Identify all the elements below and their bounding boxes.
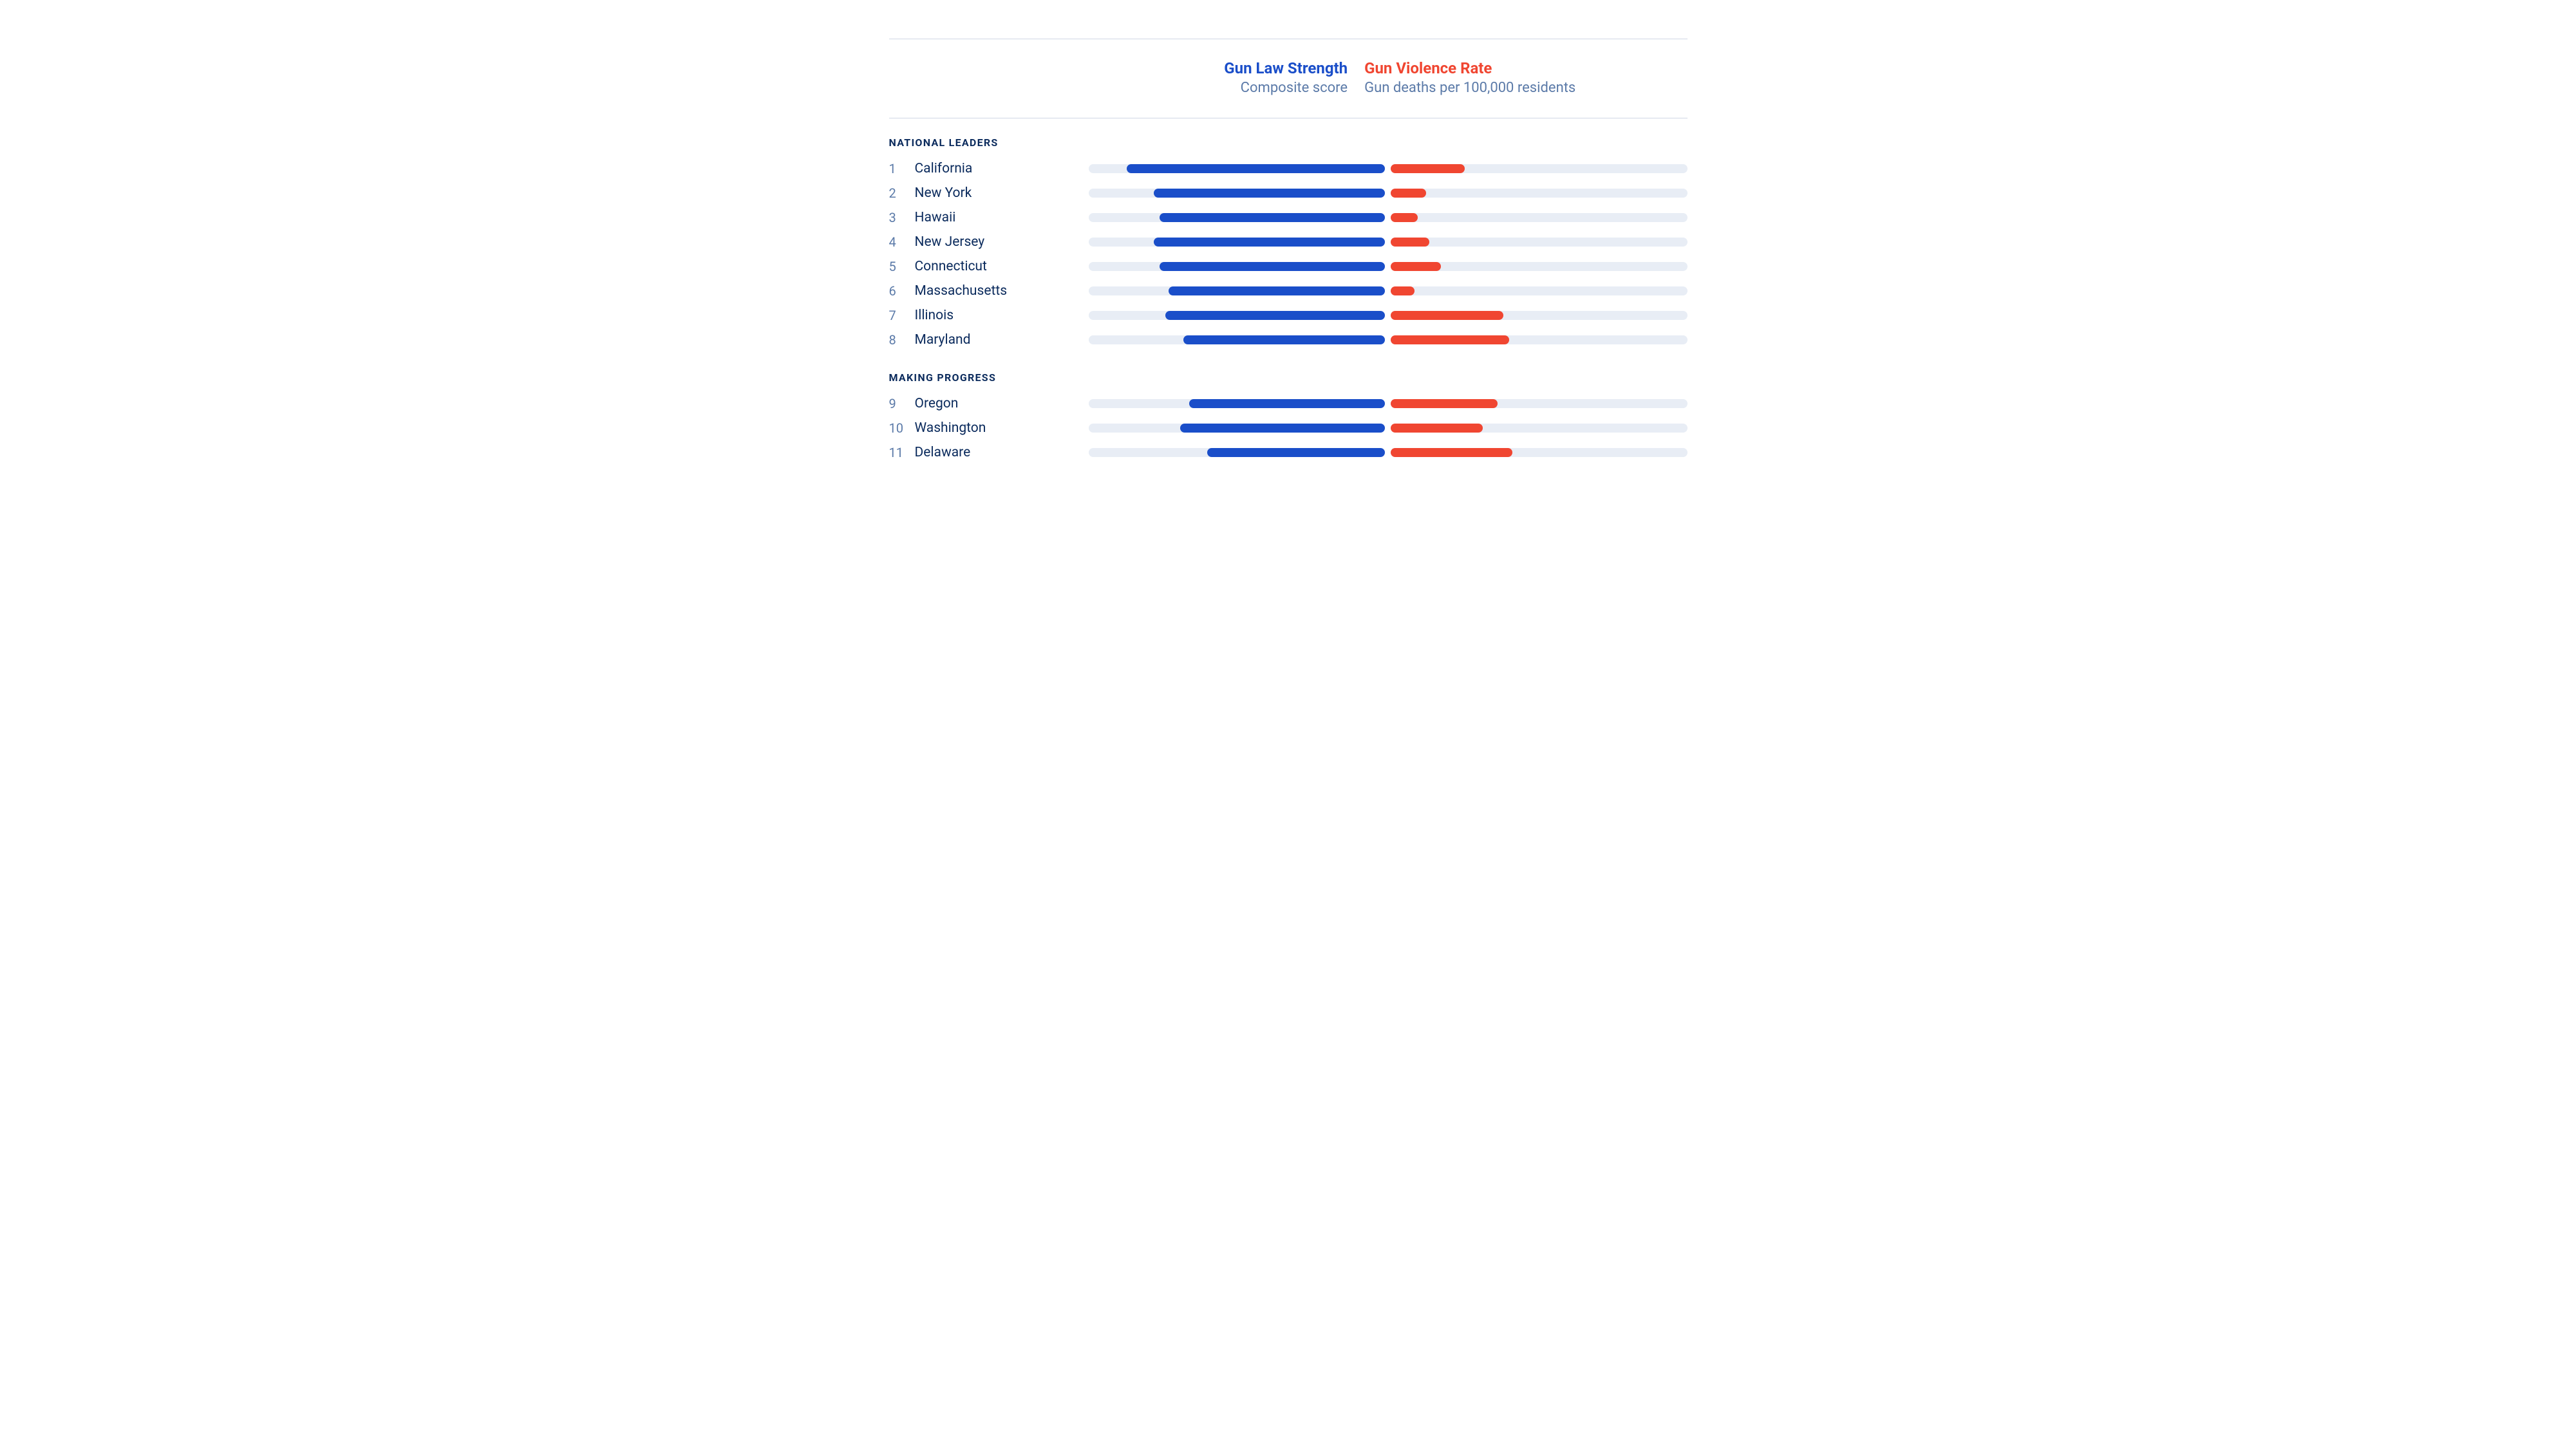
law-strength-bar	[1154, 238, 1385, 247]
table-row: 4New Jersey	[889, 230, 1688, 254]
table-row: 1California	[889, 156, 1688, 181]
legend-right: Gun Violence Rate Gun deaths per 100,000…	[1364, 59, 1592, 98]
state-label: Connecticut	[915, 259, 1089, 274]
violence-rate-bar	[1391, 311, 1503, 320]
rank-number: 6	[889, 283, 915, 299]
table-row: 6Massachusetts	[889, 279, 1688, 303]
rank-number: 7	[889, 308, 915, 323]
legend-right-title: Gun Violence Rate	[1364, 59, 1575, 79]
section-title: MAKING PROGRESS	[889, 371, 1688, 384]
law-strength-bar	[1189, 399, 1385, 408]
legend: Gun Law Strength Composite score Gun Vio…	[889, 39, 1688, 118]
bar-group	[1089, 424, 1688, 433]
table-row: 5Connecticut	[889, 254, 1688, 279]
rank-number: 8	[889, 332, 915, 348]
bar-group	[1089, 262, 1688, 271]
rank-number: 11	[889, 445, 915, 460]
state-label: Illinois	[915, 308, 1089, 323]
law-strength-bar	[1127, 164, 1385, 173]
legend-left: Gun Law Strength Composite score	[1224, 59, 1364, 98]
violence-rate-bar	[1391, 213, 1417, 222]
bar-group	[1089, 213, 1688, 222]
state-label: New Jersey	[915, 234, 1089, 250]
violence-rate-bar	[1391, 286, 1415, 295]
legend-spacer	[889, 59, 1225, 98]
legend-left-title: Gun Law Strength	[1224, 59, 1348, 79]
track-right	[1391, 189, 1687, 198]
bar-group	[1089, 238, 1688, 247]
violence-rate-bar	[1391, 164, 1465, 173]
rank-number: 4	[889, 234, 915, 250]
state-label: Oregon	[915, 396, 1089, 411]
state-label: Hawaii	[915, 210, 1089, 225]
chart-container: Gun Law Strength Composite score Gun Vio…	[889, 39, 1688, 465]
law-strength-bar	[1183, 335, 1385, 344]
rank-number: 9	[889, 396, 915, 411]
state-label: Delaware	[915, 445, 1089, 460]
track-right	[1391, 286, 1687, 295]
rank-number: 1	[889, 161, 915, 176]
track-right	[1391, 238, 1687, 247]
table-row: 3Hawaii	[889, 205, 1688, 230]
table-row: 2New York	[889, 181, 1688, 205]
rank-number: 10	[889, 420, 915, 436]
legend-left-sub: Composite score	[1224, 79, 1348, 98]
table-row: 7Illinois	[889, 303, 1688, 328]
table-row: 10Washington	[889, 416, 1688, 440]
violence-rate-bar	[1391, 262, 1441, 271]
rank-number: 3	[889, 210, 915, 225]
law-strength-bar	[1160, 262, 1385, 271]
state-label: California	[915, 161, 1089, 176]
law-strength-bar	[1160, 213, 1385, 222]
violence-rate-bar	[1391, 335, 1509, 344]
bar-group	[1089, 335, 1688, 344]
track-right	[1391, 213, 1687, 222]
sections: NATIONAL LEADERS1California2New York3Haw…	[889, 136, 1688, 465]
section-title: NATIONAL LEADERS	[889, 136, 1688, 149]
legend-right-sub: Gun deaths per 100,000 residents	[1364, 79, 1575, 98]
violence-rate-bar	[1391, 448, 1512, 457]
law-strength-bar	[1154, 189, 1385, 198]
state-label: Massachusetts	[915, 283, 1089, 299]
section-block: NATIONAL LEADERS1California2New York3Haw…	[889, 136, 1688, 352]
violence-rate-bar	[1391, 424, 1483, 433]
law-strength-bar	[1180, 424, 1385, 433]
bar-group	[1089, 399, 1688, 408]
bar-group	[1089, 448, 1688, 457]
state-label: Washington	[915, 420, 1089, 436]
rank-number: 5	[889, 259, 915, 274]
bar-group	[1089, 286, 1688, 295]
law-strength-bar	[1165, 311, 1385, 320]
table-row: 8Maryland	[889, 328, 1688, 352]
law-strength-bar	[1207, 448, 1385, 457]
bar-group	[1089, 164, 1688, 173]
violence-rate-bar	[1391, 399, 1498, 408]
section-block: MAKING PROGRESS9Oregon10Washington11Dela…	[889, 371, 1688, 465]
state-label: Maryland	[915, 332, 1089, 348]
bar-group	[1089, 189, 1688, 198]
law-strength-bar	[1169, 286, 1385, 295]
table-row: 11Delaware	[889, 440, 1688, 465]
state-label: New York	[915, 185, 1089, 201]
bar-group	[1089, 311, 1688, 320]
table-row: 9Oregon	[889, 391, 1688, 416]
rank-number: 2	[889, 185, 915, 201]
violence-rate-bar	[1391, 189, 1426, 198]
violence-rate-bar	[1391, 238, 1429, 247]
